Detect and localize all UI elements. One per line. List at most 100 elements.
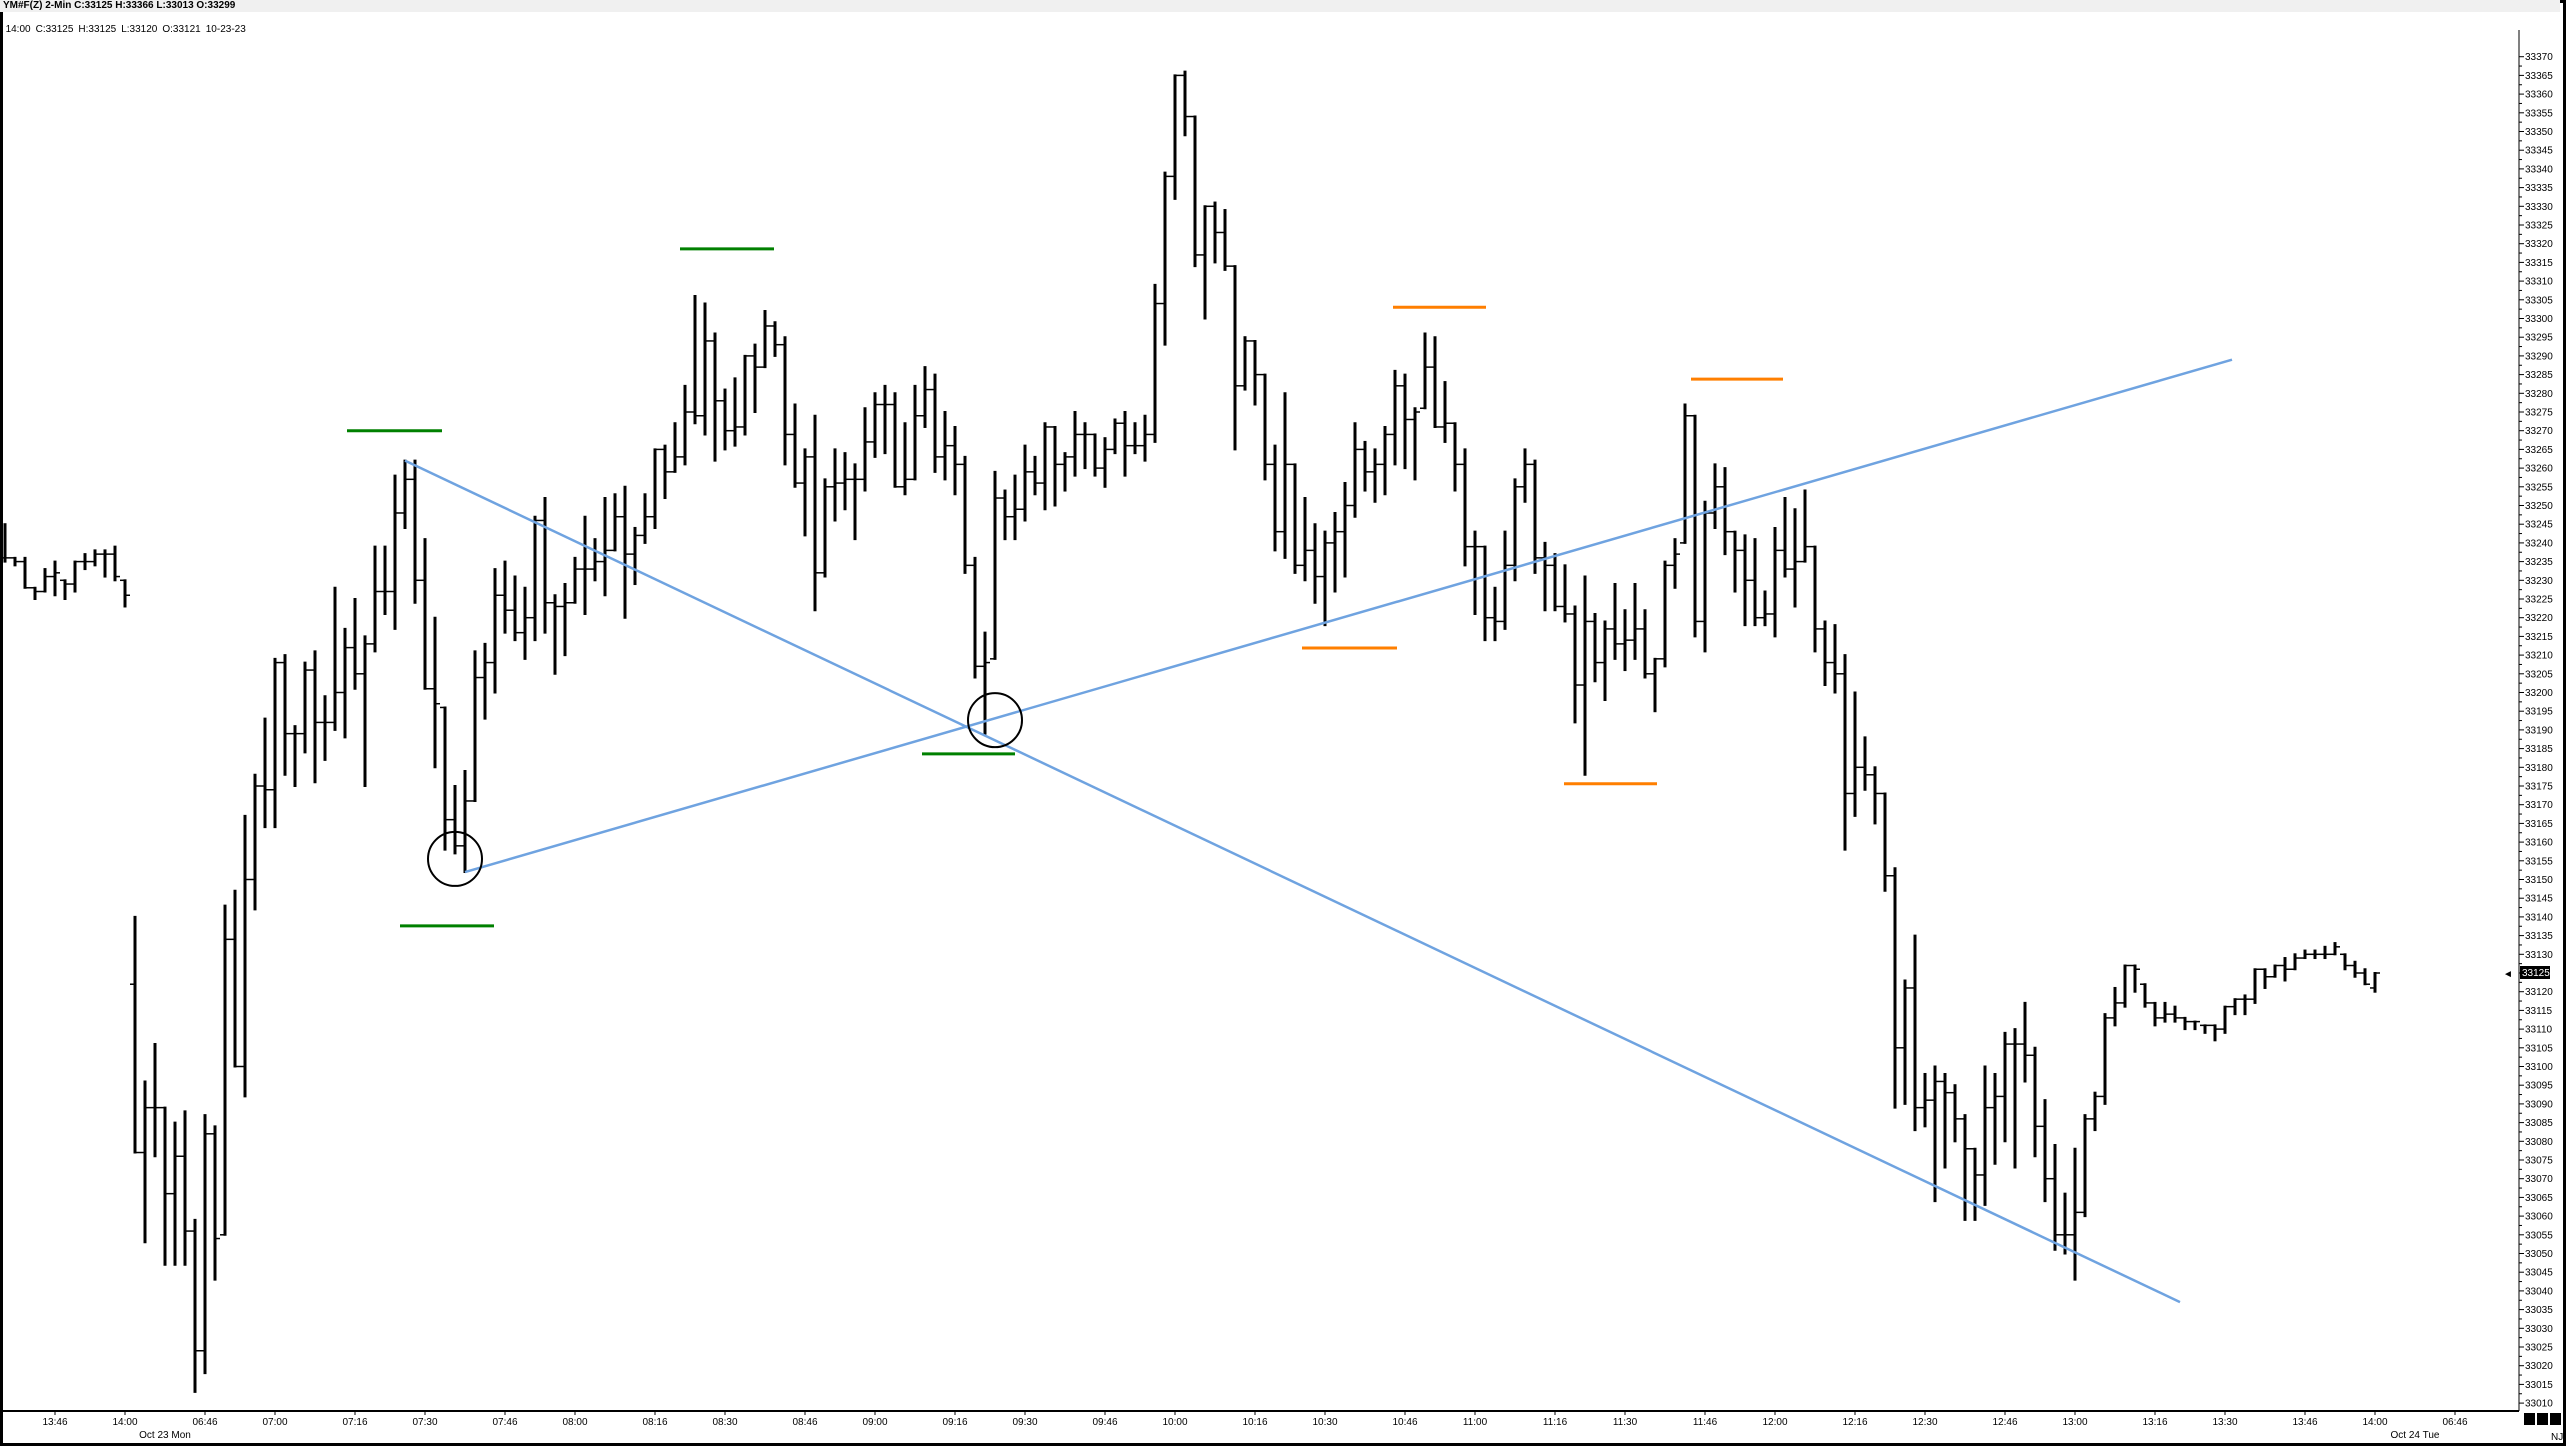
ohlc-bar: [280, 654, 290, 776]
time-label: 12:16: [1842, 1417, 1867, 1428]
ohlc-bar: [50, 560, 60, 597]
price-label: 33320: [2525, 239, 2553, 250]
price-label: 33105: [2525, 1043, 2553, 1054]
ohlc-bar: [2020, 1001, 2030, 1083]
ohlc-bar: [1770, 526, 1780, 638]
ohlc-bar: [2220, 1005, 2230, 1034]
corner-button-1[interactable]: [2524, 1413, 2535, 1425]
ohlc-bar: [1330, 511, 1340, 593]
price-label: 33065: [2525, 1193, 2553, 1204]
ohlc-bar: [550, 594, 560, 675]
ohlc-bar: [10, 556, 20, 567]
ohlc-bar: [180, 1110, 190, 1266]
time-label: 08:46: [792, 1417, 817, 1428]
ohlc-bar: [680, 384, 690, 466]
ohlc-bar: [2320, 945, 2330, 960]
ohlc-bar: [1220, 209, 1230, 271]
ohlc-bar: [420, 538, 430, 690]
ohlc-bar: [380, 545, 390, 615]
price-label: 33275: [2525, 408, 2553, 419]
ohlc-bar: [1450, 422, 1460, 492]
ohlc-bar: [1110, 418, 1120, 455]
ohlc-bar: [760, 310, 770, 369]
ohlc-bar: [250, 773, 260, 911]
ohlc-bar: [2200, 1024, 2210, 1034]
ohlc-bar: [1950, 1084, 1960, 1143]
ohlc-bar: [1140, 414, 1150, 462]
ohlc-bar: [1240, 336, 1250, 391]
price-label: 33170: [2525, 800, 2553, 811]
corner-button-3[interactable]: [2550, 1413, 2561, 1425]
chart-drawings[interactable]: [347, 247, 2233, 1304]
ohlc-bar: [2190, 1020, 2200, 1031]
time-axis[interactable]: 13:46 14:00 06:46 07:00 07:16 07:30 07:46 08:00…: [42, 1411, 2468, 1441]
ohlc-bar: [770, 321, 780, 357]
ohlc-bar: [1100, 437, 1110, 488]
ohlc-bar: [740, 354, 750, 436]
price-label: 33210: [2525, 651, 2553, 662]
ohlc-bar: [160, 1106, 170, 1266]
price-label: 33095: [2525, 1081, 2553, 1092]
ohlc-bar: [780, 336, 790, 466]
price-label: 33310: [2525, 277, 2553, 288]
time-label: 12:30: [1912, 1417, 1937, 1428]
time-label: 06:46: [2442, 1417, 2467, 1428]
ohlc-bar: [1040, 422, 1050, 511]
price-label: 33285: [2525, 370, 2553, 381]
ohlc-bar: [2030, 1046, 2040, 1158]
ohlc-bar: [450, 785, 460, 855]
ohlc-bar: [190, 1218, 200, 1393]
ohlc-bar: [2120, 964, 2130, 1008]
price-label: 33060: [2525, 1212, 2553, 1223]
ohlc-bar: [1630, 583, 1640, 660]
corner-button-2[interactable]: [2537, 1413, 2548, 1425]
ohlc-bar: [1990, 1072, 2000, 1165]
ohlc-bar: [980, 631, 990, 735]
ohlc-bar: [860, 407, 870, 492]
ohlc-bar: [1350, 422, 1360, 518]
time-label: 07:00: [262, 1417, 287, 1428]
ohlc-bar: [230, 889, 240, 1068]
ohlc-bar: [1670, 538, 1680, 589]
ohlc-bar: [1810, 545, 1820, 653]
ohlc-bar: [1960, 1114, 1970, 1221]
ohlc-bar: [70, 560, 80, 593]
ohlc-bar: [1580, 575, 1590, 776]
ohlc-bar: [210, 1125, 220, 1281]
price-label: 33100: [2525, 1062, 2553, 1073]
time-label: 10:16: [1242, 1417, 1267, 1428]
ohlc-bar: [950, 425, 960, 496]
price-label: 33260: [2525, 464, 2553, 475]
price-label: 33355: [2525, 108, 2553, 119]
time-label: 06:46: [192, 1417, 217, 1428]
ohlc-bar: [1120, 411, 1130, 477]
ohlc-bar: [1620, 609, 1630, 672]
ohlc-bar: [1470, 530, 1480, 615]
ohlc-bar: [1890, 867, 1900, 1109]
time-label: 13:46: [2292, 1417, 2317, 1428]
ohlc-bar: [1800, 489, 1810, 563]
time-label: 09:16: [942, 1417, 967, 1428]
ohlc-bar: [1860, 736, 1870, 791]
ohlc-bar: [1380, 425, 1390, 496]
ohlc-bar: [390, 474, 400, 630]
ohlc-bar: [1270, 444, 1280, 552]
ohlc-bar: [140, 1080, 150, 1244]
timezone-label: NJ: [2551, 1432, 2563, 1443]
ohlc-bar: [2000, 1031, 2010, 1143]
ohlc-bar: [110, 545, 120, 582]
price-label: 33020: [2525, 1361, 2553, 1372]
ohlc-bar: [1080, 422, 1090, 470]
ohlc-bar: [880, 384, 890, 455]
ohlc-bar: [1790, 508, 1800, 608]
ohlc-bar: [810, 414, 820, 612]
last-price-arrow-icon: ◄: [2503, 969, 2513, 980]
price-axis[interactable]: 33010 33015 33020 33025 33030 33035 33040 33045…: [2519, 52, 2553, 1410]
ohlc-bar: [1070, 411, 1080, 477]
axis-corner-buttons[interactable]: [2524, 1413, 2561, 1425]
ohlc-bar: [40, 568, 50, 593]
ohlc-bar: [1640, 609, 1650, 679]
ohlc-bar: [1570, 605, 1580, 724]
ohlc-bar: [1560, 564, 1570, 623]
